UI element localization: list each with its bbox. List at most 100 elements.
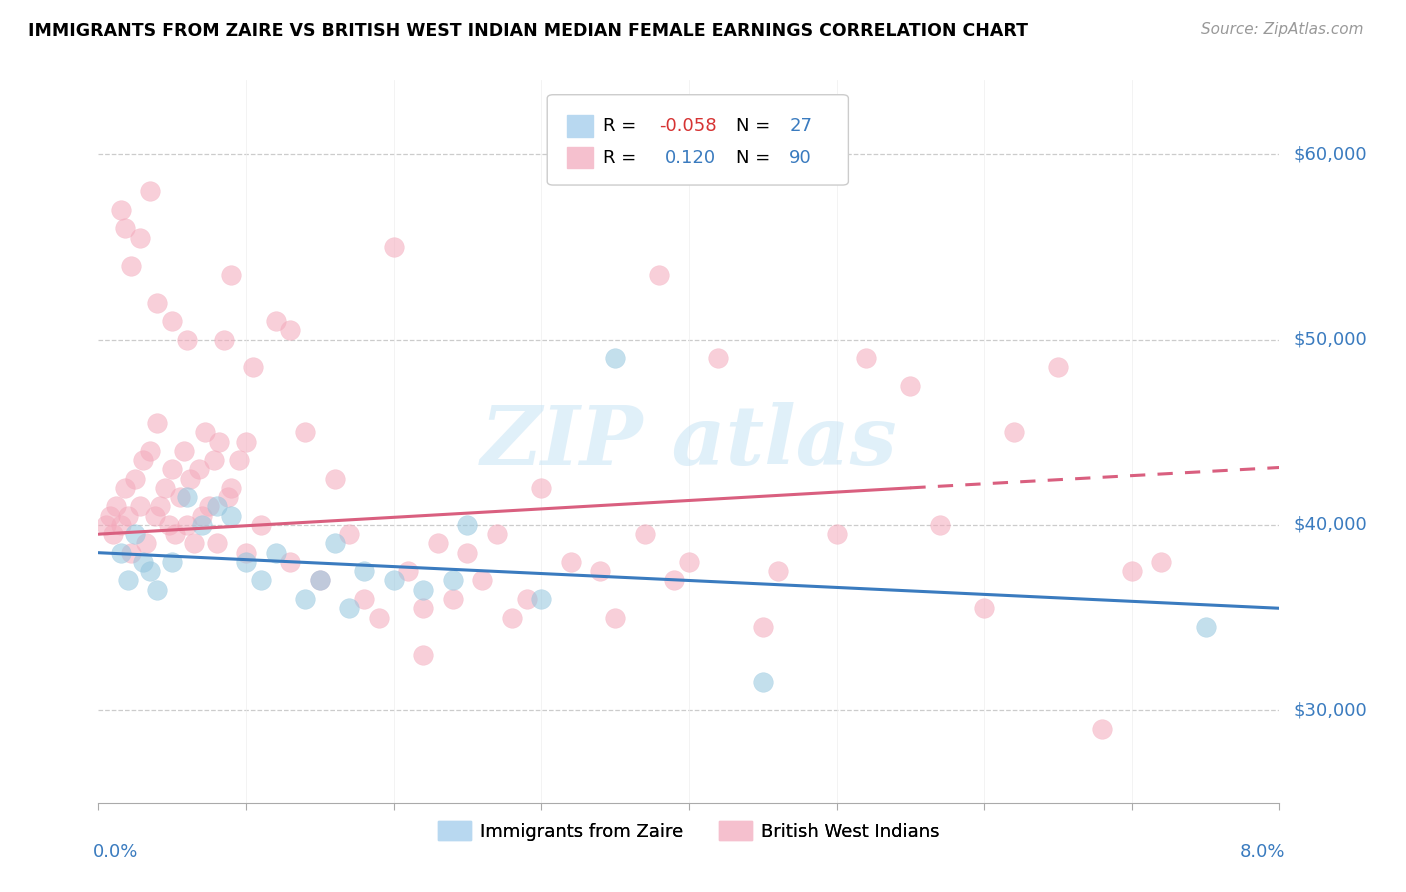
Point	[339, 527, 361, 541]
Point	[339, 601, 361, 615]
Point	[323, 536, 346, 550]
Point	[648, 268, 671, 282]
Text: 8.0%: 8.0%	[1240, 843, 1285, 861]
Point	[162, 314, 183, 328]
Point	[427, 536, 450, 550]
Point	[235, 434, 257, 449]
Point	[149, 500, 172, 514]
Point	[280, 323, 302, 337]
Point	[221, 268, 243, 282]
Point	[294, 592, 316, 607]
Point	[825, 527, 848, 541]
Point	[382, 240, 405, 254]
Point	[132, 555, 155, 569]
Point	[441, 574, 464, 588]
Point	[191, 508, 214, 523]
Point	[120, 259, 142, 273]
Point	[1046, 360, 1070, 375]
Point	[173, 443, 195, 458]
Point	[194, 425, 217, 440]
Point	[208, 434, 231, 449]
Point	[766, 564, 789, 578]
Point	[98, 508, 121, 523]
Point	[1091, 722, 1114, 736]
Point	[634, 527, 657, 541]
Point	[501, 610, 523, 624]
FancyBboxPatch shape	[567, 115, 593, 136]
Text: -0.058: -0.058	[659, 117, 717, 135]
Point	[530, 481, 553, 495]
Point	[205, 500, 228, 514]
Point	[929, 517, 952, 532]
Point	[1002, 425, 1025, 440]
Point	[183, 536, 205, 550]
Point	[412, 582, 434, 597]
Text: Source: ZipAtlas.com: Source: ZipAtlas.com	[1201, 22, 1364, 37]
Point	[605, 610, 627, 624]
Point	[242, 360, 264, 375]
Point	[114, 221, 136, 235]
Point	[124, 527, 146, 541]
Point	[678, 555, 700, 569]
Point	[471, 574, 494, 588]
Point	[110, 546, 132, 560]
Point	[139, 564, 162, 578]
FancyBboxPatch shape	[567, 147, 593, 169]
Point	[457, 546, 479, 560]
Point	[560, 555, 582, 569]
Point	[212, 333, 235, 347]
Point	[589, 564, 612, 578]
Point	[110, 517, 132, 532]
Point	[198, 500, 221, 514]
Point	[146, 295, 169, 310]
Point	[900, 379, 922, 393]
Point	[412, 648, 434, 662]
Point	[250, 574, 273, 588]
Text: R =: R =	[603, 149, 641, 167]
Point	[117, 574, 139, 588]
Point	[605, 351, 627, 366]
Point	[486, 527, 509, 541]
Text: R =: R =	[603, 117, 641, 135]
Point	[117, 508, 139, 523]
Point	[103, 527, 125, 541]
Point	[132, 453, 155, 467]
Text: ZIP atlas: ZIP atlas	[481, 401, 897, 482]
Point	[752, 620, 775, 634]
Point	[191, 517, 214, 532]
Point	[1195, 620, 1218, 634]
Point	[228, 453, 250, 467]
Point	[250, 517, 273, 532]
Point	[368, 610, 391, 624]
Point	[217, 490, 239, 504]
Point	[353, 564, 375, 578]
Point	[128, 231, 150, 245]
Point	[153, 481, 176, 495]
Point	[176, 490, 198, 504]
Point	[441, 592, 464, 607]
Point	[855, 351, 877, 366]
Text: 0.0%: 0.0%	[93, 843, 138, 861]
Point	[114, 481, 136, 495]
Point	[105, 500, 128, 514]
Point	[707, 351, 730, 366]
Point	[146, 416, 169, 430]
Text: $30,000: $30,000	[1294, 701, 1367, 719]
Legend: Immigrants from Zaire, British West Indians: Immigrants from Zaire, British West Indi…	[432, 814, 946, 848]
Point	[143, 508, 166, 523]
Point	[124, 472, 146, 486]
Text: 90: 90	[789, 149, 813, 167]
Text: 0.120: 0.120	[665, 149, 717, 167]
Point	[398, 564, 420, 578]
Point	[516, 592, 538, 607]
Point	[235, 555, 257, 569]
Point	[128, 500, 150, 514]
Point	[135, 536, 157, 550]
Point	[139, 443, 162, 458]
Point	[264, 314, 287, 328]
Point	[264, 546, 287, 560]
Text: N =: N =	[737, 149, 776, 167]
Point	[94, 517, 117, 532]
Point	[235, 546, 257, 560]
Point	[162, 555, 183, 569]
